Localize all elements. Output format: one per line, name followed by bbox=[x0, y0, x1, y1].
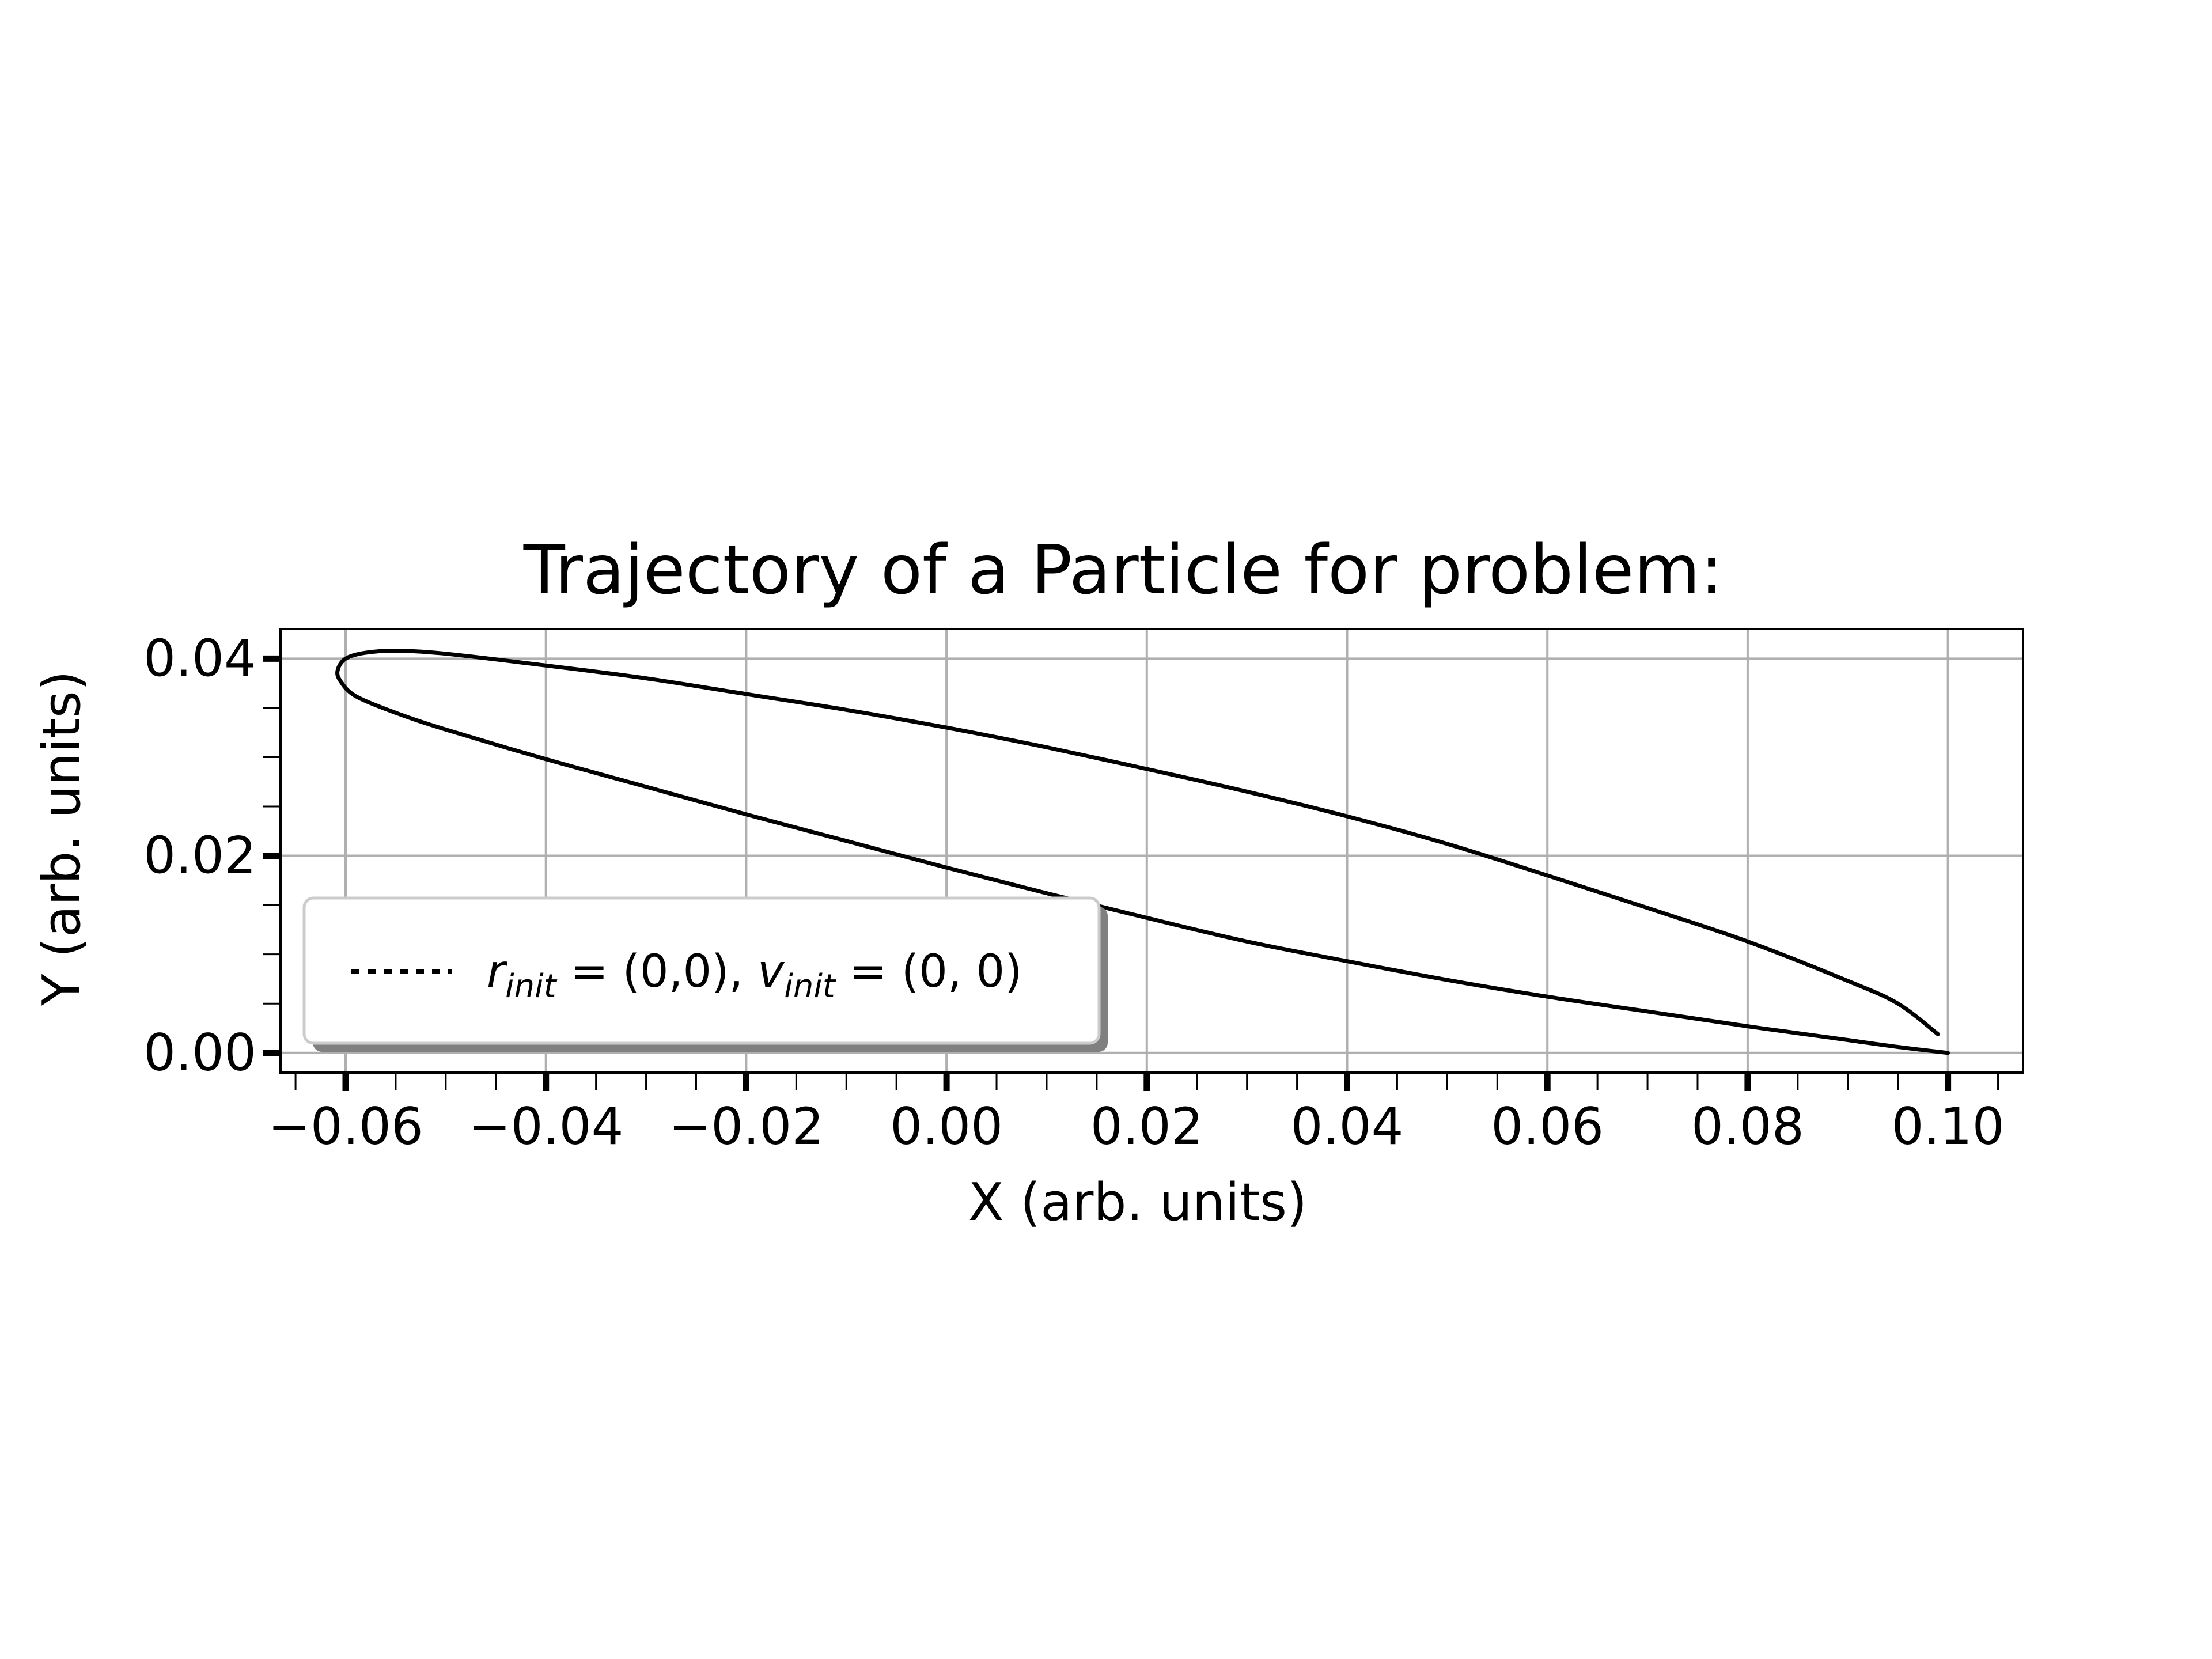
x-tick-label: −0.02 bbox=[669, 1097, 824, 1156]
legend-v: v bbox=[757, 946, 785, 998]
y-tick-label: 0.02 bbox=[143, 826, 256, 885]
legend-r-value: = (0,0), bbox=[556, 946, 757, 998]
legend-v-value: = (0, 0) bbox=[835, 946, 1022, 998]
x-axis-label: X (arb. units) bbox=[968, 1172, 1307, 1233]
x-tick-label: 0.04 bbox=[1291, 1097, 1404, 1156]
y-axis-label: Y (arb. units) bbox=[32, 671, 92, 1006]
y-tick-label: 0.04 bbox=[143, 628, 256, 688]
plot-frame bbox=[279, 628, 2024, 1074]
x-tick-label: 0.00 bbox=[890, 1097, 1003, 1156]
x-tick-label: 0.02 bbox=[1090, 1097, 1203, 1156]
legend-label: rinit = (0,0), vinit = (0, 0) bbox=[487, 946, 1022, 1005]
y-tick-label: 0.00 bbox=[143, 1023, 256, 1082]
legend-v-subscript: init bbox=[784, 968, 836, 1005]
chart-title: Trajectory of a Particle for problem: bbox=[523, 530, 1723, 609]
legend: rinit = (0,0), vinit = (0, 0) bbox=[302, 896, 1108, 1052]
x-tick-label: −0.06 bbox=[268, 1097, 423, 1156]
tick-labels: −0.06 −0.04 −0.02 0.00 0.02 0.04 0.06 0.08 0.10 0… bbox=[143, 628, 2005, 1156]
trajectory-line bbox=[335, 649, 1950, 1055]
x-tick-label: 0.10 bbox=[1892, 1097, 2005, 1156]
legend-r: r bbox=[487, 946, 508, 998]
x-tick-label: 0.08 bbox=[1691, 1097, 1804, 1156]
grid-lines bbox=[281, 629, 2023, 1073]
axis-ticks bbox=[263, 655, 1999, 1091]
legend-box bbox=[302, 896, 1101, 1045]
x-tick-label: −0.04 bbox=[468, 1097, 624, 1156]
legend-r-subscript: init bbox=[505, 968, 558, 1005]
x-tick-label: 0.06 bbox=[1491, 1097, 1604, 1156]
